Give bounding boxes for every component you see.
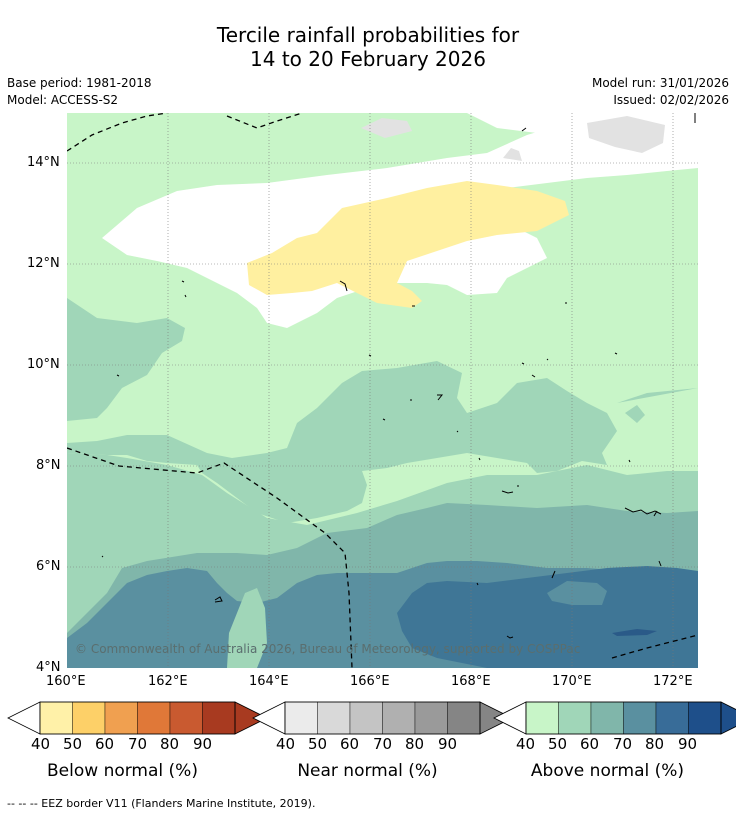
lat-label-6n: 6°N <box>36 559 61 574</box>
colorbar-under-arrow <box>7 701 41 735</box>
eez-border <box>67 113 698 668</box>
colorbar-segment <box>39 701 73 735</box>
lon-label-164e: 164°E <box>249 674 289 689</box>
colorbar-segment <box>655 701 689 735</box>
lon-label-162e: 162°E <box>148 674 188 689</box>
colorbar-outline <box>525 701 722 735</box>
colorbar-segment <box>202 701 236 735</box>
colorbar-segment <box>137 701 171 735</box>
cb0-tick-90: 90 <box>193 735 213 753</box>
colorbar-segment <box>72 701 106 735</box>
colorbar-segment <box>169 701 203 735</box>
colorbar-above-normal <box>493 701 736 735</box>
cb1-tick-80: 80 <box>405 735 425 753</box>
cb0-tick-60: 60 <box>95 735 115 753</box>
cb2-tick-70: 70 <box>613 735 633 753</box>
cb2-tick-60: 60 <box>580 735 600 753</box>
above-normal-70-gap <box>227 588 267 668</box>
colorbar-outline <box>39 701 236 735</box>
cb0-tick-70: 70 <box>128 735 148 753</box>
cb1-tick-40: 40 <box>276 735 296 753</box>
colorbars <box>7 701 736 735</box>
colorbar-segment <box>590 701 624 735</box>
colorbar-below-normal <box>7 701 268 735</box>
colorbar-segment <box>623 701 657 735</box>
colorbar-near-normal <box>252 701 513 735</box>
colorbar-title-above: Above normal (%) <box>530 761 685 781</box>
lat-label-14n: 14°N <box>27 155 60 170</box>
colorbar-segment <box>688 701 722 735</box>
lon-label-168e: 168°E <box>451 674 491 689</box>
lat-label-4n: 4°N <box>36 660 61 675</box>
colorbar-segment <box>414 701 448 735</box>
cb1-tick-70: 70 <box>373 735 393 753</box>
near-normal-patch-2 <box>361 118 412 138</box>
above-normal-40-patch-east <box>565 215 659 261</box>
above-normal-50-region <box>67 298 185 421</box>
lon-label-166e: 166°E <box>350 674 390 689</box>
cb1-tick-60: 60 <box>340 735 360 753</box>
colorbar-over-arrow <box>720 701 736 735</box>
above-normal-80-hole <box>547 581 607 605</box>
above-normal-90-streak <box>612 629 657 636</box>
lat-label-10n: 10°N <box>27 357 60 372</box>
map-canvas: © Commonwealth of Australia 2026, Bureau… <box>67 113 698 668</box>
lon-label-160e: 160°E <box>46 674 86 689</box>
model-run: Model run: 31/01/2026 <box>591 76 729 90</box>
colorbar-under-arrow <box>252 701 286 735</box>
lon-label-170e: 170°E <box>552 674 592 689</box>
graticule <box>67 113 698 668</box>
cb0-tick-40: 40 <box>31 735 51 753</box>
model-name: Model: ACCESS-S2 <box>7 93 119 107</box>
near-normal-patch-3 <box>503 148 522 161</box>
colorbar-segment <box>284 701 318 735</box>
eez-legend-footer: -- -- -- EEZ border V11 (Flanders Marine… <box>7 797 316 810</box>
colorbar-segment <box>104 701 138 735</box>
colorbar-title-near: Near normal (%) <box>297 761 438 781</box>
colorbar-segment <box>447 701 481 735</box>
lat-label-12n: 12°N <box>27 256 60 271</box>
above-normal-80-region <box>397 566 698 668</box>
map-title-line2: 14 to 20 February 2026 <box>250 47 486 71</box>
colorbar-title-below: Below normal (%) <box>47 761 198 781</box>
map-title-line1: Tercile rainfall probabilities for <box>216 23 520 47</box>
lon-label-172e: 172°E <box>653 674 693 689</box>
cb0-tick-80: 80 <box>160 735 180 753</box>
above-normal-50-main <box>67 361 617 523</box>
cb2-tick-80: 80 <box>645 735 665 753</box>
islands <box>101 113 696 639</box>
copyright-text: © Commonwealth of Australia 2026, Bureau… <box>75 642 580 656</box>
colorbar-segment <box>382 701 416 735</box>
below-normal-40-region <box>247 181 569 308</box>
near-normal-patch-1 <box>587 116 665 153</box>
cb2-tick-50: 50 <box>548 735 568 753</box>
cb2-tick-40: 40 <box>516 735 536 753</box>
colorbar-segment <box>558 701 592 735</box>
colorbar-outline <box>284 701 481 735</box>
colorbar-under-arrow <box>493 701 527 735</box>
colorbar-segment <box>349 701 383 735</box>
colorbar-ticks: 40 50 60 70 80 90 40 50 60 70 80 90 40 5… <box>0 735 736 757</box>
colorbar-segment <box>317 701 351 735</box>
base-period: Base period: 1981-2018 <box>7 76 152 90</box>
colorbar-segment <box>525 701 559 735</box>
lat-label-8n: 8°N <box>36 458 61 473</box>
cb1-tick-90: 90 <box>438 735 458 753</box>
issued-date: Issued: 02/02/2026 <box>613 93 729 107</box>
above-normal-50-patch-small <box>625 405 645 423</box>
cb0-tick-50: 50 <box>63 735 83 753</box>
cb2-tick-90: 90 <box>678 735 698 753</box>
cb1-tick-50: 50 <box>308 735 328 753</box>
probability-map: © Commonwealth of Australia 2026, Bureau… <box>67 113 698 668</box>
